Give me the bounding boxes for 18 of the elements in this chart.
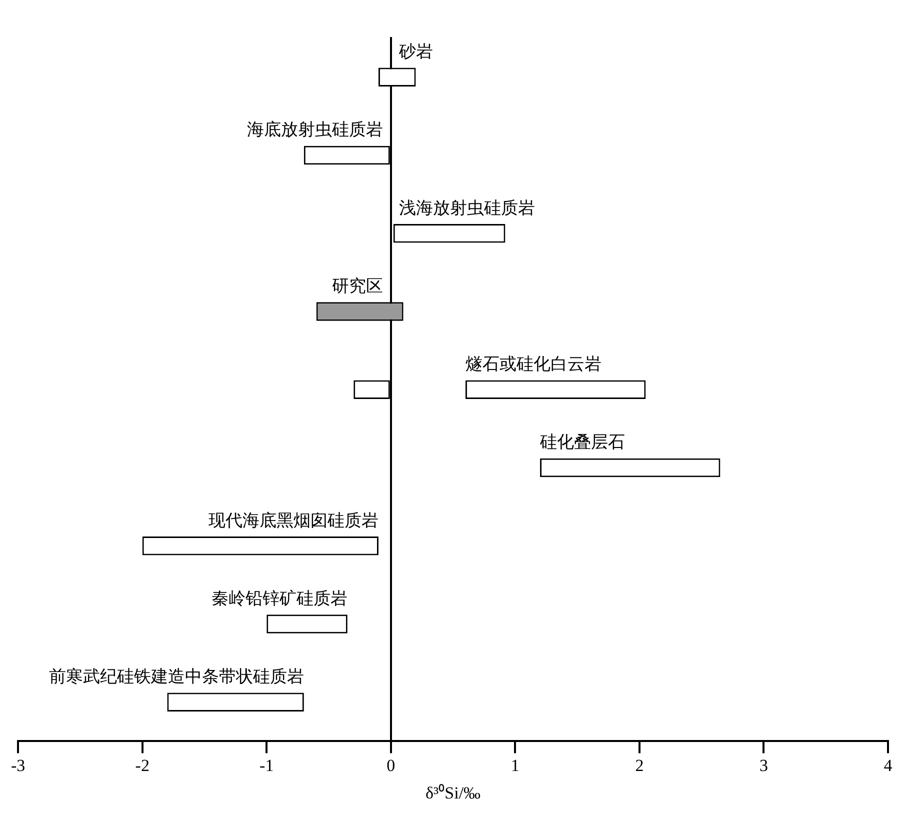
y-tick-label: 海底放射虫硅质岩 <box>246 120 383 140</box>
x-tick-label: -1 <box>260 756 274 775</box>
x-tick-label: 2 <box>635 756 644 775</box>
y-tick-label: 硅化叠层石 <box>539 432 626 452</box>
y-tick-label: 燧石或硅化白云岩 <box>465 354 602 374</box>
x-tick-label: 0 <box>386 756 396 775</box>
y-tick-label: 研究区 <box>332 276 383 296</box>
y-tick-label: 现代海底黑烟囱硅质岩 <box>208 510 378 530</box>
y-tick-label: 浅海放射虫硅质岩 <box>398 198 535 218</box>
x-tick-label: 3 <box>759 756 768 775</box>
x-tick-label: -3 <box>10 756 26 775</box>
y-tick-label: 秦岭铅锌矿硅质岩 <box>211 588 348 608</box>
x-axis-title: δ³⁰Si/‰ <box>426 783 481 802</box>
x-tick-label: -2 <box>135 756 150 775</box>
y-tick-label: 砂岩 <box>398 42 433 62</box>
y-tick-label: 前寒武纪硅铁建造中条带状硅质岩 <box>48 667 304 686</box>
x-tick-label: 1 <box>510 756 520 775</box>
x-tick-label: 4 <box>884 756 893 775</box>
